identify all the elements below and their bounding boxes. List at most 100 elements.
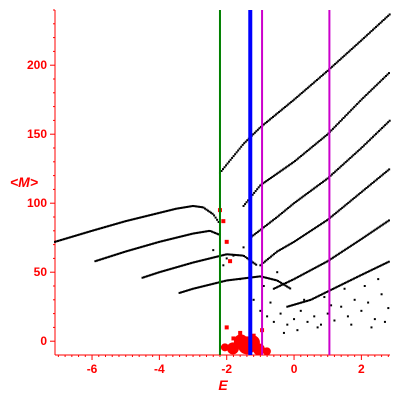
data-point: [330, 215, 333, 218]
data-point: [182, 264, 185, 267]
axes: [50, 9, 390, 360]
data-point: [269, 255, 272, 258]
data-point: [373, 134, 376, 137]
data-point: [273, 114, 276, 117]
data-point: [201, 230, 204, 233]
data-point: [149, 214, 152, 217]
data-point: [205, 258, 208, 261]
data-point: [318, 224, 321, 227]
data-point: [349, 157, 352, 160]
data-point: [342, 205, 345, 208]
data-point: [373, 318, 376, 321]
data-point: [332, 64, 335, 67]
data-point: [304, 151, 307, 154]
data-point: [91, 229, 94, 232]
data-point: [173, 237, 176, 240]
data-point: [360, 309, 363, 312]
data-point: [79, 233, 82, 236]
data-point: [67, 236, 70, 239]
data-point: [213, 214, 216, 217]
data-point: [138, 246, 141, 249]
data-point: [266, 258, 269, 261]
data-point: [372, 86, 375, 89]
data-point: [245, 277, 248, 280]
data-point: [292, 303, 295, 306]
data-point: [268, 178, 271, 181]
data-point: [252, 234, 255, 237]
data-point: [384, 262, 387, 265]
data-point: [288, 205, 291, 208]
data-point: [263, 260, 266, 263]
data-point: [296, 329, 299, 332]
data-point: [354, 276, 357, 279]
data-point: [331, 65, 334, 68]
data-point: [253, 262, 256, 265]
data-point: [368, 232, 371, 235]
data-point: [244, 140, 247, 143]
cluster-blob: [220, 343, 229, 352]
data-point: [336, 285, 339, 288]
data-point: [351, 278, 354, 281]
data-point: [342, 116, 345, 119]
data-point: [97, 259, 100, 262]
data-point: [301, 235, 304, 238]
data-point: [381, 77, 384, 80]
data-point: [346, 315, 349, 318]
data-point: [321, 222, 324, 225]
data-point: [246, 276, 249, 279]
data-point: [202, 206, 205, 209]
data-point: [348, 279, 351, 282]
data-point: [211, 282, 214, 285]
data-point: [304, 271, 307, 274]
data-point: [271, 175, 274, 178]
data-point: [196, 260, 199, 263]
data-point: [349, 49, 352, 52]
data-point: [313, 296, 316, 299]
data-point: [145, 244, 148, 247]
data-point: [141, 245, 144, 248]
data-point: [209, 257, 212, 260]
data-point: [299, 309, 302, 312]
data-point: [289, 304, 292, 307]
data-point: [344, 248, 347, 251]
data-point: [116, 222, 119, 225]
data-point: [164, 269, 167, 272]
data-point: [287, 280, 290, 283]
data-point: [277, 279, 280, 282]
highlight-point: [231, 336, 236, 341]
data-point: [151, 242, 154, 245]
data-point: [294, 200, 297, 203]
data-point: [296, 302, 299, 305]
data-point: [372, 268, 375, 271]
data-point: [350, 323, 353, 326]
data-point: [192, 287, 195, 290]
data-point: [217, 281, 220, 284]
data-point: [314, 186, 317, 189]
data-point: [334, 124, 337, 127]
data-point: [365, 34, 368, 37]
data-point: [253, 233, 256, 236]
data-point: [135, 247, 138, 250]
data-point: [336, 210, 339, 213]
data-point: [275, 216, 278, 219]
data-point: [359, 274, 362, 277]
data-point: [246, 139, 249, 142]
data-point: [128, 219, 131, 222]
data-point: [375, 227, 378, 230]
data-point: [289, 163, 292, 166]
data-point: [371, 88, 374, 91]
highlight-point: [221, 219, 226, 224]
data-point: [318, 76, 321, 79]
data-point: [289, 287, 292, 290]
data-point: [206, 257, 209, 260]
data-point: [183, 290, 186, 293]
data-point: [380, 224, 383, 227]
data-point: [148, 243, 151, 246]
data-point: [233, 253, 236, 256]
data-point: [292, 161, 295, 164]
data-point: [94, 260, 97, 263]
data-point: [303, 194, 306, 197]
data-point: [381, 20, 384, 23]
data-point: [217, 255, 220, 258]
data-point: [162, 239, 165, 242]
